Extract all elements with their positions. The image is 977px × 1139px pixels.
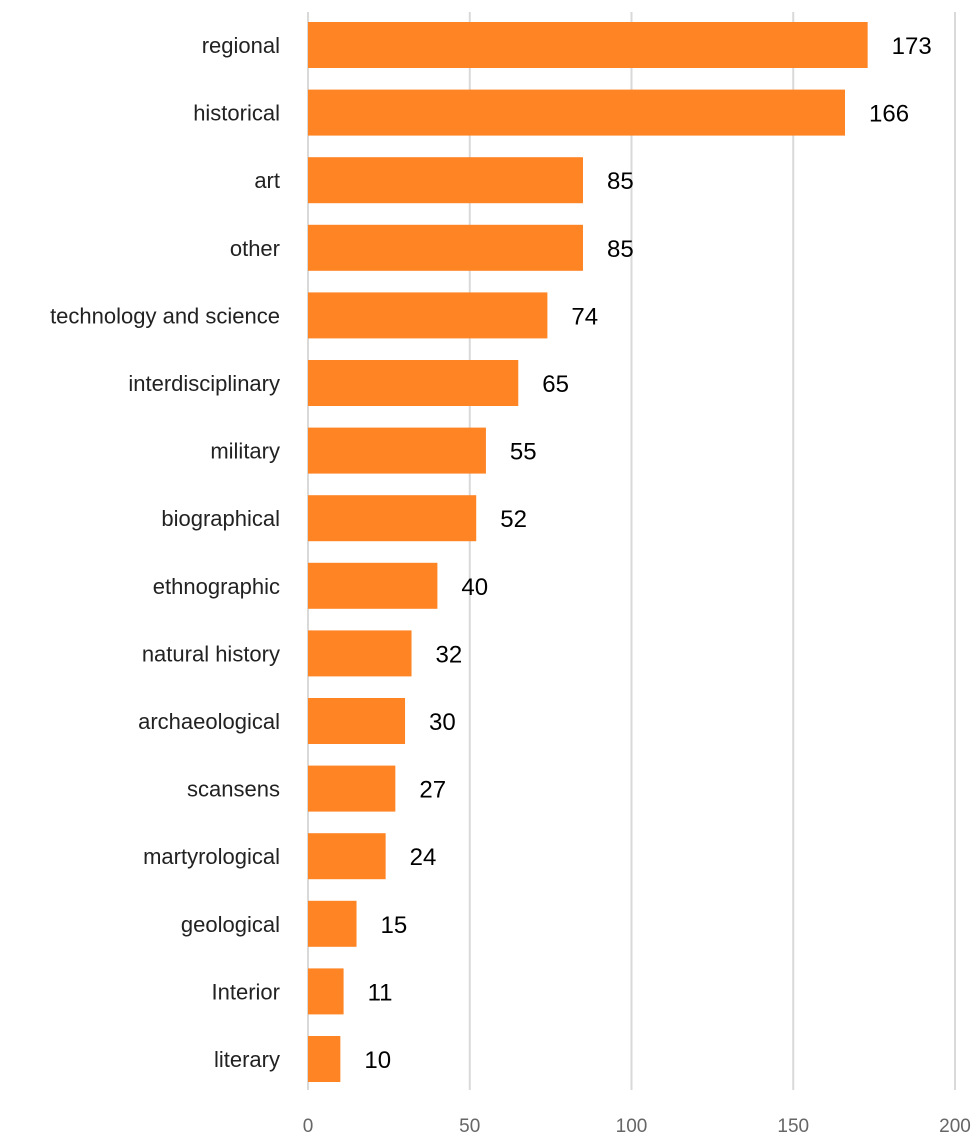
value-labels: 173 166 85 85 74 65 55 52 40 32 30 27 24 15 11 10 [364,33,931,1074]
bar [308,292,548,339]
bar [308,630,412,677]
data-label: 15 [381,912,408,939]
data-label: 173 [892,33,932,60]
category-label: Interior [212,979,280,1004]
category-label: scansens [187,777,280,802]
bar [308,224,583,271]
category-label: art [254,168,280,193]
bar [308,427,486,474]
data-label: 166 [869,101,909,128]
bar [308,562,438,609]
category-label: martyrological [143,844,280,869]
category-label: archaeological [138,709,280,734]
data-label: 30 [429,709,456,736]
x-tick-label: 200 [939,1116,971,1137]
category-label: literary [214,1047,280,1072]
bar [308,1036,341,1082]
x-tick-label: 150 [777,1116,809,1137]
x-axis-tick-labels: 0 50 100 150 200 [303,1116,971,1137]
data-label: 74 [571,303,598,330]
data-label: 11 [368,979,393,1006]
category-label: other [230,236,280,261]
category-labels: regional historical art other technology and… [50,33,280,1072]
data-label: 52 [500,506,527,533]
bar [308,89,846,136]
bar [308,833,386,880]
data-label: 85 [607,168,634,195]
bar [308,22,868,68]
bar [308,765,396,812]
bar [308,900,357,947]
bars [308,22,868,1082]
x-tick-label: 100 [616,1116,648,1137]
data-label: 85 [607,236,634,263]
data-label: 40 [461,574,488,601]
data-label: 10 [364,1047,391,1074]
x-tick-label: 0 [303,1116,314,1137]
data-label: 24 [410,844,437,871]
category-label: historical [193,101,280,126]
category-label: technology and science [50,303,280,328]
bar [308,360,519,406]
data-label: 55 [510,439,537,466]
data-label: 32 [436,641,463,668]
category-label: military [210,439,280,464]
data-label: 65 [542,371,569,398]
bar [308,698,406,744]
category-label: interdisciplinary [128,371,280,396]
category-label: ethnographic [153,574,280,599]
category-label: geological [181,912,280,937]
category-label: natural history [142,641,280,666]
bar [308,968,344,1015]
data-label: 27 [419,777,446,804]
category-label: biographical [161,506,280,531]
x-tick-label: 50 [459,1116,480,1137]
bar [308,157,583,204]
category-label: regional [202,33,280,58]
bar [308,495,477,542]
